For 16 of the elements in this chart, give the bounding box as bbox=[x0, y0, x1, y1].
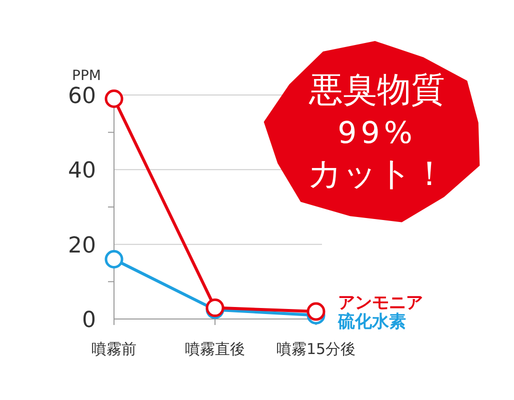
x-tick-label: 噴霧直後 bbox=[185, 340, 245, 358]
y-tick-label: 60 bbox=[68, 84, 96, 109]
annotation: カット！ bbox=[308, 154, 446, 194]
x-tick-label: 噴霧前 bbox=[92, 340, 136, 358]
annotation: 悪臭物質 bbox=[308, 70, 445, 110]
point bbox=[306, 302, 326, 321]
series-label: アンモニア bbox=[338, 293, 423, 313]
series-label: 硫化水素 bbox=[337, 312, 406, 332]
text: 99% bbox=[338, 116, 416, 151]
y-tick-label: 40 bbox=[68, 158, 96, 184]
y-tick-label: 0 bbox=[82, 308, 96, 333]
point bbox=[104, 89, 124, 108]
point bbox=[104, 250, 124, 269]
y-axis-title: PPM bbox=[72, 68, 101, 84]
y-tick-label: 20 bbox=[68, 233, 96, 258]
x-tick-label: 噴霧15分後 bbox=[276, 340, 356, 358]
